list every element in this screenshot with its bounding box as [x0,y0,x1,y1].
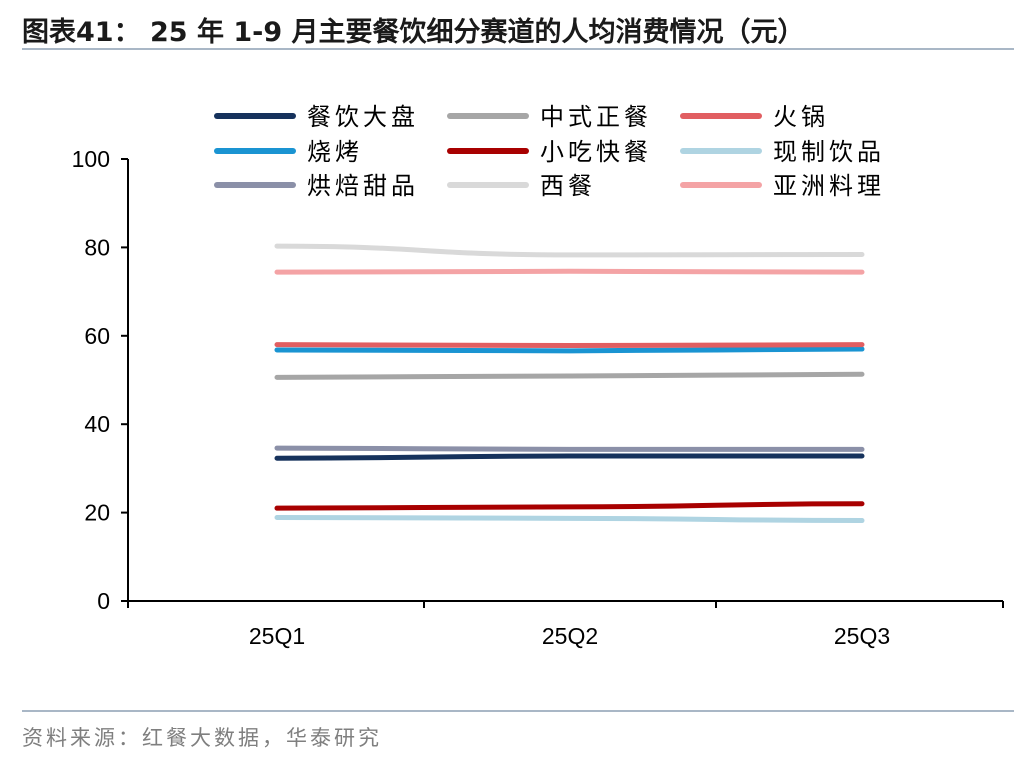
x-tick-label: 25Q3 [834,623,890,649]
y-tick-label: 20 [84,500,110,526]
legend-label: 火锅 [773,103,829,131]
chart-title: 图表41： 25 年 1-9 月主要餐饮细分赛道的人均消费情况（元） [22,17,805,48]
y-tick-label: 100 [72,146,110,172]
series-line [274,445,865,452]
x-tick-label: 25Q1 [249,623,305,649]
legend-label: 西餐 [540,172,596,200]
legend-label: 烧烤 [307,138,363,166]
series-line [274,371,865,380]
x-tick-label: 25Q2 [542,623,598,649]
title-divider [22,48,1014,50]
series-line [274,514,865,524]
series-line [274,453,865,461]
y-tick-label: 60 [84,323,110,349]
legend-label: 烘焙甜品 [307,172,419,200]
source-divider [22,710,1014,712]
legend-label: 中式正餐 [540,103,652,131]
series-line [274,268,865,275]
series-line [274,243,865,258]
legend-label: 小吃快餐 [540,138,652,166]
y-tick-label: 0 [97,588,110,614]
legend-label: 亚洲料理 [773,172,885,200]
series-lines [274,243,865,524]
source-note: 资料来源：红餐大数据，华泰研究 [22,726,382,750]
series-line [274,501,865,511]
series-line [274,342,865,349]
legend-label: 现制饮品 [773,138,885,166]
series-line [274,346,865,354]
axes: 0 20 40 60 80 100 25Q1 25Q2 25Q3 [72,146,1004,649]
y-tick-label: 80 [84,234,110,260]
legend-label: 餐饮大盘 [307,103,419,131]
y-tick-label: 40 [84,411,110,437]
